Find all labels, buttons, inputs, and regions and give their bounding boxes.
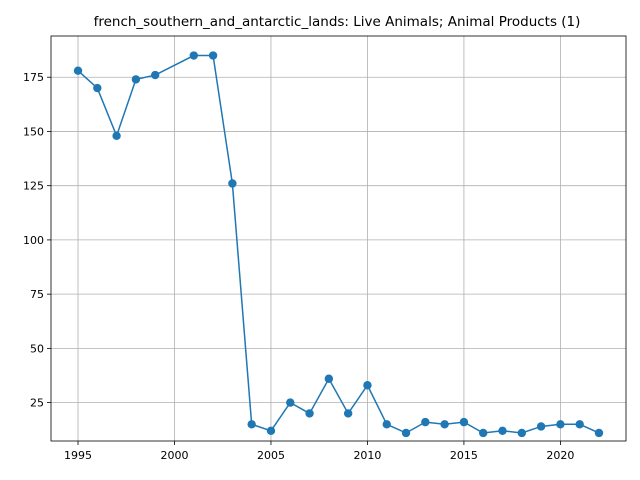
data-point — [498, 426, 507, 435]
data-point — [440, 420, 449, 429]
y-tick-label: 50 — [30, 342, 44, 355]
data-point — [363, 381, 372, 390]
y-tick-label: 125 — [23, 180, 44, 193]
x-tick-label: 2020 — [546, 449, 574, 462]
data-point — [517, 428, 527, 438]
data-point — [112, 131, 121, 140]
chart-title: french_southern_and_antarctic_lands: Liv… — [94, 14, 581, 30]
x-tick-label: 2015 — [450, 449, 478, 462]
y-tick-label: 175 — [23, 71, 44, 84]
data-point — [536, 422, 546, 431]
data-point — [93, 83, 102, 93]
data-point — [556, 420, 565, 429]
data-point — [382, 420, 391, 429]
series-line — [77, 54, 600, 434]
data-point — [266, 426, 276, 435]
y-tick-label: 150 — [23, 125, 44, 138]
y-tick-label: 75 — [30, 288, 44, 301]
data-series — [73, 51, 604, 438]
data-point — [421, 417, 430, 427]
data-point — [459, 417, 469, 427]
data-point — [228, 179, 237, 188]
data-point — [247, 420, 256, 429]
grid-lines — [51, 36, 626, 441]
data-point — [286, 398, 295, 407]
x-tick-label: 2000 — [160, 449, 188, 462]
axis-ticks: 1995 2000 2005 2010 2015 2020 25 50 75 100 125 150 1… — [23, 71, 574, 462]
data-point — [305, 409, 314, 418]
data-point — [189, 51, 198, 60]
data-point — [594, 428, 604, 438]
y-tick-label: 25 — [30, 397, 44, 410]
data-point — [401, 428, 411, 438]
data-point — [73, 66, 83, 75]
axes-frame — [50, 35, 627, 442]
data-point — [208, 51, 218, 60]
data-point — [324, 374, 334, 383]
y-tick-label: 100 — [23, 234, 44, 247]
data-point — [479, 428, 488, 438]
data-point — [343, 409, 353, 418]
x-tick-label: 1995 — [64, 449, 92, 462]
x-tick-label: 2005 — [257, 449, 285, 462]
data-point — [575, 420, 584, 429]
x-tick-label: 2010 — [353, 449, 381, 462]
data-point — [131, 75, 141, 84]
data-point — [150, 70, 160, 80]
